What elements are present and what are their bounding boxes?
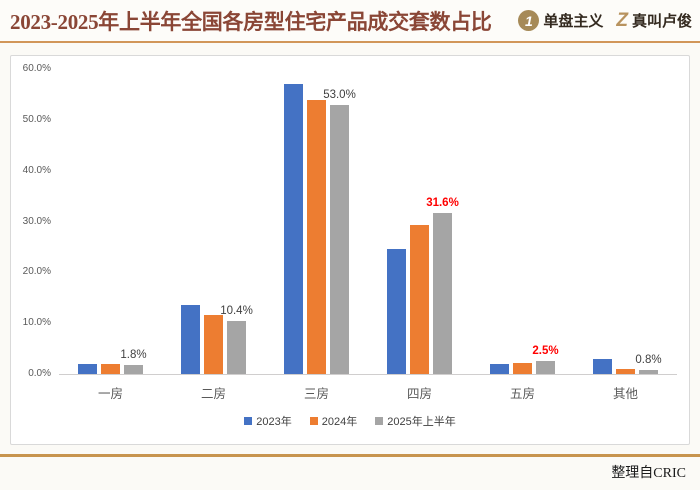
logo-danpanzhuyi-label: 单盘主义 xyxy=(543,13,604,30)
bar-2024年-三房 xyxy=(307,99,326,374)
bar-2025年上半年-五房 xyxy=(536,361,555,374)
bar-2023年-四房 xyxy=(387,248,406,374)
x-label-四房: 四房 xyxy=(406,387,432,401)
y-tick-10.0%: 10.0% xyxy=(22,317,51,329)
brand-logos: 1 单盘主义 Z 真叫卢俊 xyxy=(518,10,692,31)
y-tick-30.0%: 30.0% xyxy=(22,215,51,227)
bar-2023年-五房 xyxy=(490,363,509,374)
bar-group-四房: 31.6% xyxy=(368,69,471,374)
legend-swatch-icon xyxy=(375,417,384,425)
plot-area: 1.8% 10.4% 53.0% 31.6% 2.5% 0.8% xyxy=(59,69,677,375)
bar-2024年-四房 xyxy=(410,224,429,374)
chart-legend: 2023年 2024年 2025年上半年 xyxy=(11,413,689,429)
header: 2023-2025年上半年全国各房型住宅产品成交套数占比 1 单盘主义 Z 真叫… xyxy=(0,0,700,43)
data-label-三房: 53.0% xyxy=(323,88,356,101)
legend-label: 2024年 xyxy=(321,416,358,428)
legend-swatch-icon xyxy=(244,417,253,425)
y-axis: 60.0% 50.0% 40.0% 30.0% 20.0% 10.0% 0.0% xyxy=(11,56,55,386)
bar-2024年-二房 xyxy=(204,314,223,374)
bar-group-五房: 2.5% xyxy=(471,69,574,374)
y-tick-50.0%: 50.0% xyxy=(22,113,51,125)
bar-group-其他: 0.8% xyxy=(574,69,677,374)
page-title: 2023-2025年上半年全国各房型住宅产品成交套数占比 xyxy=(10,9,492,34)
logo-danpanzhuyi: 1 单盘主义 xyxy=(518,10,603,31)
bar-2025年上半年-其他 xyxy=(639,369,658,374)
bar-group-一房: 1.8% xyxy=(59,69,162,374)
legend-swatch-icon xyxy=(309,417,318,425)
y-tick-0.0%: 0.0% xyxy=(28,368,51,379)
chart-card: 60.0% 50.0% 40.0% 30.0% 20.0% 10.0% 0.0% 1.8% 1… xyxy=(10,55,690,445)
bar-2025年上半年-一房 xyxy=(124,364,143,374)
legend-item-2023年: 2023年 xyxy=(244,413,292,429)
bottom-accent-line xyxy=(0,454,700,457)
x-label-一房: 一房 xyxy=(97,387,123,401)
bar-2024年-其他 xyxy=(616,368,635,374)
bar-2024年-五房 xyxy=(513,363,532,374)
legend-label: 2023年 xyxy=(256,416,292,428)
data-label-一房: 1.8% xyxy=(120,348,147,361)
legend-label: 2025年上半年 xyxy=(387,416,456,428)
data-source-credit: 整理自CRIC xyxy=(611,466,686,481)
x-label-其他: 其他 xyxy=(612,387,638,401)
bar-2023年-其他 xyxy=(593,358,612,374)
y-tick-20.0%: 20.0% xyxy=(22,266,51,278)
x-label-五房: 五房 xyxy=(509,387,535,401)
bar-2023年-二房 xyxy=(181,304,200,374)
y-tick-60.0%: 60.0% xyxy=(22,63,51,74)
x-label-三房: 三房 xyxy=(303,387,329,401)
legend-item-2024年: 2024年 xyxy=(309,413,358,429)
bar-2023年-一房 xyxy=(78,363,97,374)
data-label-四房: 31.6% xyxy=(426,197,459,210)
bar-2025年上半年-四房 xyxy=(433,213,452,374)
legend-item-2025年上半年: 2025年上半年 xyxy=(375,413,456,429)
z-glyph-icon: Z xyxy=(616,10,628,31)
coin-1-icon: 1 xyxy=(518,10,540,31)
x-axis-labels: 一房 二房 三房 四房 五房 其他 xyxy=(59,383,677,402)
x-label-二房: 二房 xyxy=(200,387,226,401)
data-label-五房: 2.5% xyxy=(532,345,559,358)
bar-2025年上半年-三房 xyxy=(330,104,349,374)
logo-zhenjiaolujun: Z 真叫卢俊 xyxy=(616,10,692,31)
bar-2023年-三房 xyxy=(284,84,303,374)
bar-group-二房: 10.4% xyxy=(162,69,265,374)
y-tick-40.0%: 40.0% xyxy=(22,164,51,176)
logo-zhenjiaolujun-label: 真叫卢俊 xyxy=(631,13,692,30)
bar-2025年上半年-二房 xyxy=(227,321,246,374)
bar-group-三房: 53.0% xyxy=(265,69,368,374)
bar-2024年-一房 xyxy=(101,363,120,374)
data-label-其他: 0.8% xyxy=(635,353,662,366)
data-label-二房: 10.4% xyxy=(220,305,253,318)
